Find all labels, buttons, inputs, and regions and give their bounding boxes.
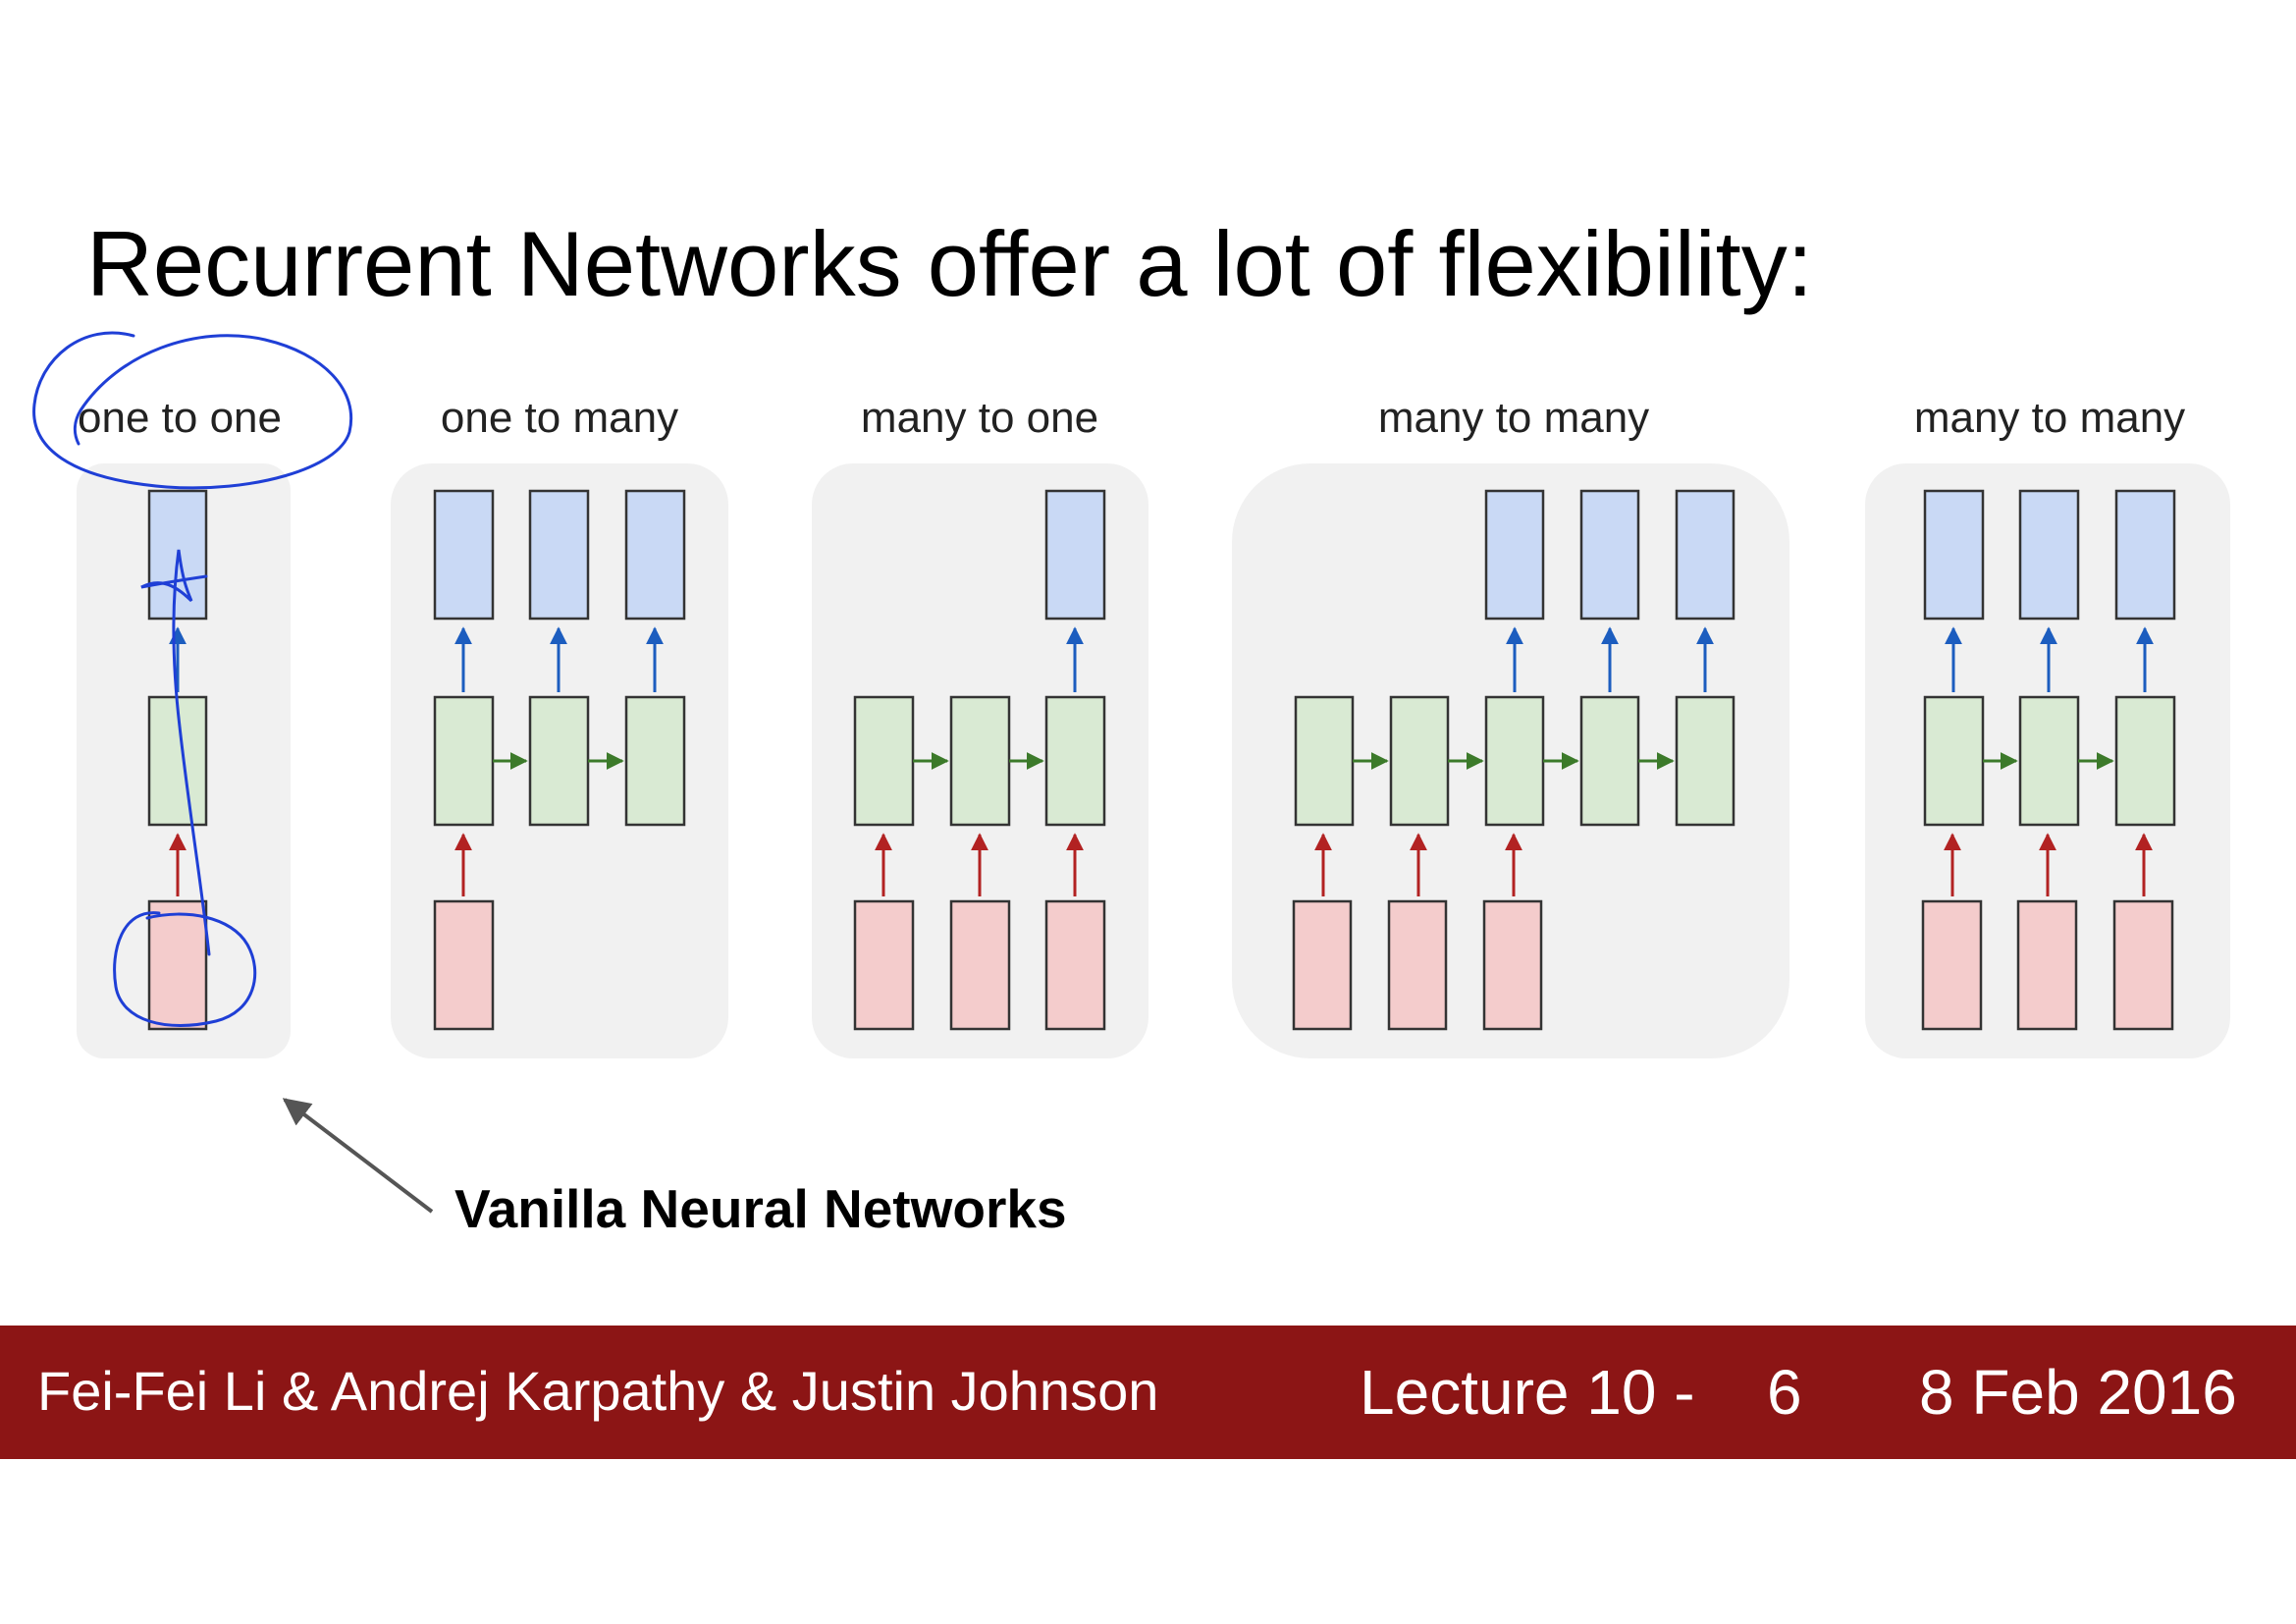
output-box xyxy=(1484,489,1545,621)
output-box xyxy=(1675,489,1735,621)
panel-label: one to one xyxy=(78,394,282,442)
input-box xyxy=(2016,899,2078,1031)
hidden-box xyxy=(528,695,590,827)
output-box xyxy=(2018,489,2080,621)
input-box xyxy=(1292,899,1353,1031)
vanilla-nn-caption: Vanilla Neural Networks xyxy=(454,1178,1067,1239)
footer-authors: Fei-Fei Li & Andrej Karpathy & Justin Jo… xyxy=(37,1360,1159,1422)
input-box xyxy=(1387,899,1448,1031)
hidden-box xyxy=(1675,695,1735,827)
hidden-box xyxy=(1044,695,1106,827)
caption-pointer-arrow xyxy=(282,1098,434,1214)
output-box xyxy=(1579,489,1640,621)
footer-lecture: Lecture 10 - xyxy=(1360,1357,1695,1428)
hidden-box xyxy=(1389,695,1450,827)
input-box xyxy=(2112,899,2174,1031)
panel-label: many to one xyxy=(861,394,1098,442)
output-box xyxy=(528,489,590,621)
hidden-box xyxy=(1923,695,1985,827)
input-box xyxy=(949,899,1011,1031)
hidden-box xyxy=(1579,695,1640,827)
input-box xyxy=(147,899,208,1031)
input-box xyxy=(1482,899,1543,1031)
panel-label: many to many xyxy=(1378,394,1649,442)
panel-label: one to many xyxy=(441,394,678,442)
output-box xyxy=(1923,489,1985,621)
output-box xyxy=(624,489,686,621)
footer-date: 8 Feb 2016 xyxy=(1919,1357,2237,1428)
rnn-diagram: one to one one to many many to one many … xyxy=(32,331,2230,1214)
output-box xyxy=(433,489,495,621)
slide-title: Recurrent Networks offer a lot of flexib… xyxy=(86,212,1813,315)
handwritten-stroke-annotation xyxy=(140,549,211,956)
output-box xyxy=(2114,489,2176,621)
input-box xyxy=(1044,899,1106,1031)
handwritten-circle-annotation xyxy=(113,911,257,1028)
input-box xyxy=(433,899,495,1031)
input-box xyxy=(853,899,915,1031)
hidden-box xyxy=(1484,695,1545,827)
hidden-box xyxy=(624,695,686,827)
footer-bar: Fei-Fei Li & Andrej Karpathy & Justin Jo… xyxy=(0,1326,2296,1459)
hidden-box xyxy=(433,695,495,827)
hidden-box xyxy=(2018,695,2080,827)
hidden-box xyxy=(2114,695,2176,827)
input-box xyxy=(1921,899,1983,1031)
hidden-box xyxy=(853,695,915,827)
hidden-box xyxy=(949,695,1011,827)
panel-label: many to many xyxy=(1914,394,2185,442)
footer-page-number: 6 xyxy=(1767,1357,1802,1428)
output-box xyxy=(1044,489,1106,621)
handwritten-circle-annotation xyxy=(32,331,353,490)
hidden-box xyxy=(1294,695,1355,827)
